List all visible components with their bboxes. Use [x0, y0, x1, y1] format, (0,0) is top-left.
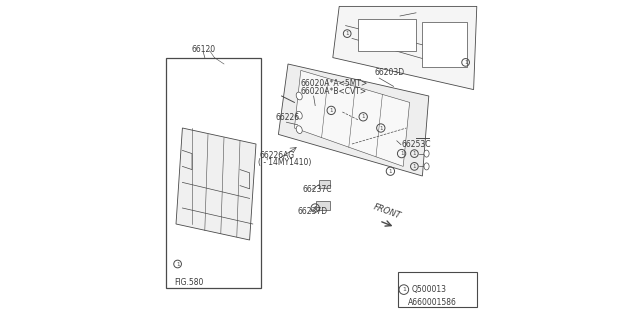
Text: 1: 1	[362, 114, 365, 119]
Text: A660001586: A660001586	[408, 298, 457, 307]
Ellipse shape	[296, 111, 302, 119]
Text: 1: 1	[388, 169, 392, 174]
Bar	[398, 272, 477, 307]
Text: 66253C: 66253C	[402, 140, 431, 149]
Polygon shape	[176, 128, 256, 240]
Text: 66237D: 66237D	[298, 207, 328, 216]
Ellipse shape	[424, 163, 429, 170]
Text: 1: 1	[464, 60, 467, 65]
Text: FRONT: FRONT	[372, 202, 402, 220]
Text: 1: 1	[413, 151, 416, 156]
Text: 1: 1	[346, 31, 349, 36]
Text: ( -'14MY1410): ( -'14MY1410)	[258, 158, 311, 167]
Polygon shape	[294, 70, 410, 166]
Text: 1: 1	[400, 151, 403, 156]
FancyBboxPatch shape	[319, 180, 330, 188]
Ellipse shape	[424, 150, 429, 157]
Text: 1: 1	[413, 164, 416, 169]
Ellipse shape	[296, 126, 302, 133]
Text: 66237C: 66237C	[302, 185, 332, 194]
Text: FIG.580: FIG.580	[174, 278, 204, 287]
Text: 66020A*B<CVT>: 66020A*B<CVT>	[301, 87, 367, 96]
Ellipse shape	[296, 92, 302, 100]
Polygon shape	[278, 64, 429, 176]
Text: 66203D: 66203D	[374, 68, 404, 77]
FancyBboxPatch shape	[316, 201, 330, 210]
Text: 66120: 66120	[191, 45, 215, 54]
Polygon shape	[333, 6, 477, 90]
Bar	[422, 22, 467, 67]
Bar	[166, 58, 261, 288]
Text: 66020A*A<5MT>: 66020A*A<5MT>	[301, 79, 368, 88]
Text: 1: 1	[176, 261, 179, 267]
Text: 66226AG: 66226AG	[259, 151, 294, 160]
Text: 1: 1	[314, 205, 317, 211]
Bar	[358, 19, 416, 51]
Text: 66226: 66226	[275, 113, 300, 122]
Text: 1: 1	[379, 125, 383, 131]
Text: 1: 1	[330, 108, 333, 113]
Text: Q500013: Q500013	[412, 285, 446, 294]
Text: 1: 1	[402, 287, 406, 292]
